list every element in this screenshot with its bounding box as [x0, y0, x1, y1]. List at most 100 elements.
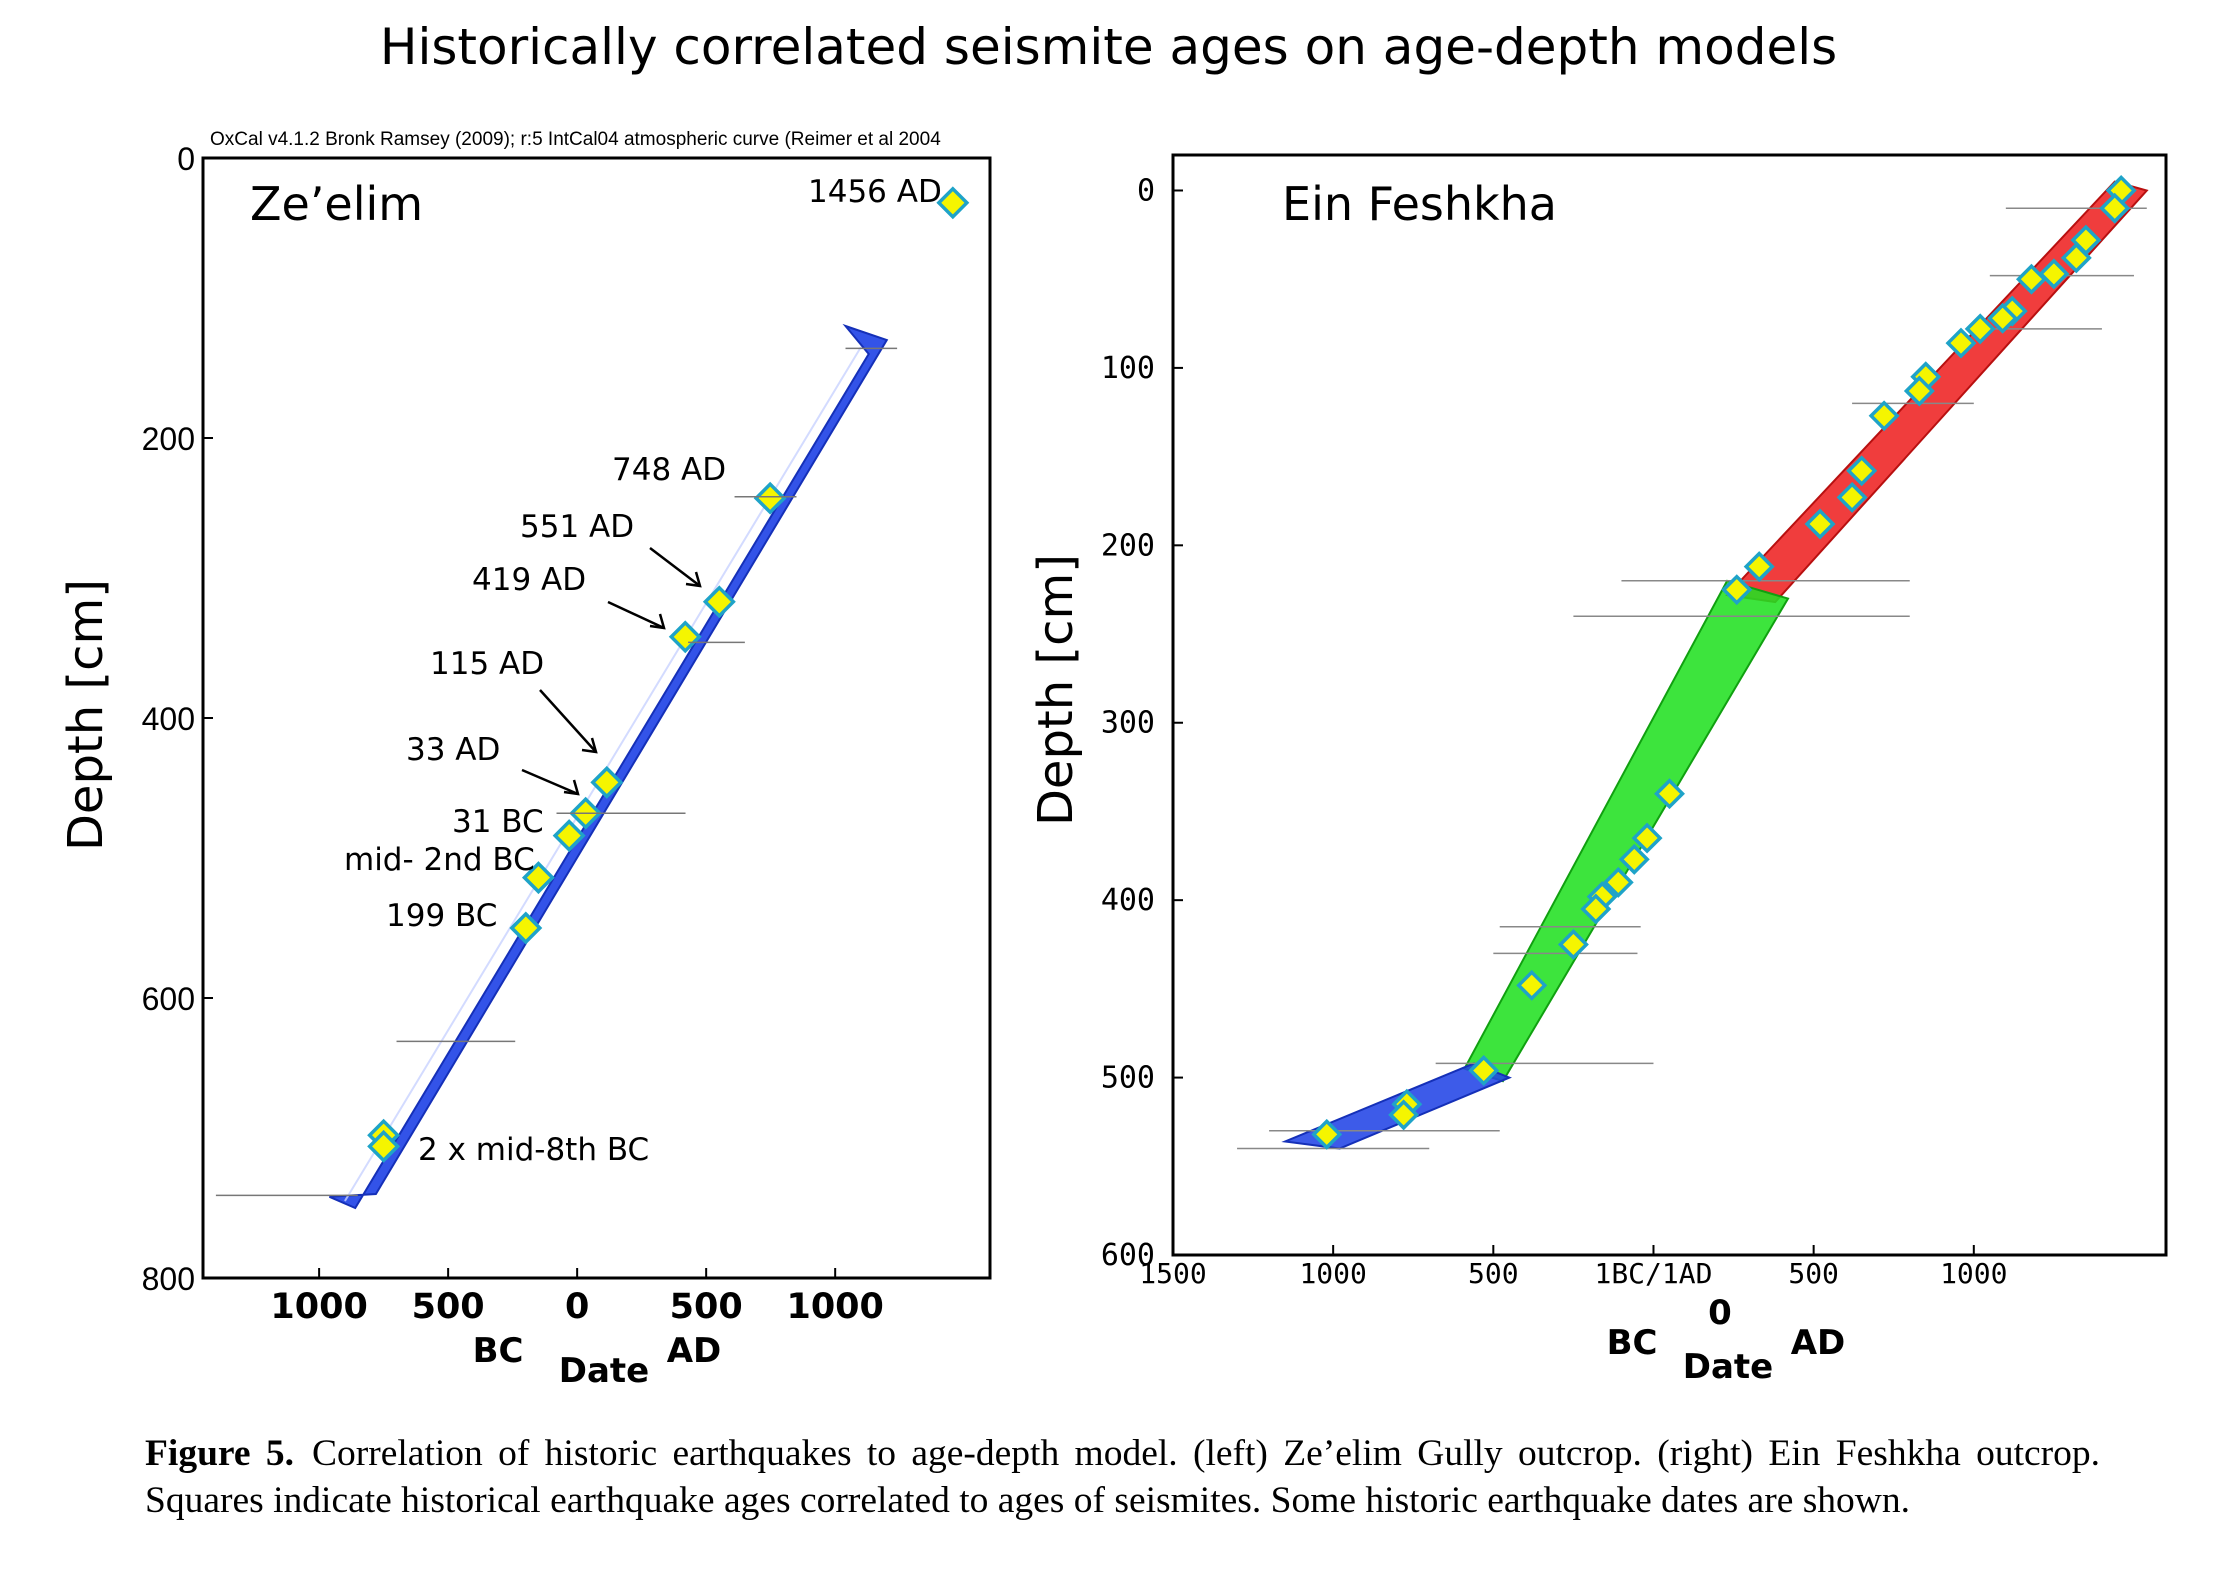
zeelim-x-axis-label: Date [559, 1351, 649, 1391]
ein-feshkha-earthquake-marker [2099, 192, 2131, 224]
zeelim-earthquake-marker [753, 481, 787, 515]
zeelim-marker-label: 33 AD [406, 732, 500, 768]
zeelim-x-tick-label: 0 [565, 1287, 589, 1327]
ein-feshkha-y-tick-label: 0 [1137, 173, 1155, 208]
zeelim-x-tick-label: 1000 [270, 1287, 367, 1327]
ein-feshkha-earthquake-marker [1721, 574, 1753, 606]
ein-feshkha-earthquake-marker [1580, 893, 1612, 925]
ein-feshkha-x-tick-label: 500 [1468, 1257, 1519, 1290]
ein-feshkha-earthquake-marker [1468, 1055, 1500, 1086]
zeelim-y-tick-label: 200 [142, 421, 195, 457]
ein-feshkha-x-tick-label: 1500 [1139, 1257, 1206, 1290]
zeelim-earthquake-marker [702, 585, 736, 619]
ein-feshkha-earthquake-marker [1602, 866, 1634, 898]
zeelim-earthquake-marker [668, 620, 702, 654]
ein-feshkha-earthquake-marker [1631, 822, 1663, 854]
zeelim-marker-label: 748 AD [612, 452, 726, 488]
figure-caption: Figure 5. Correlation of historic earthqu… [145, 1430, 2100, 1524]
zeelim-earthquake-marker [509, 911, 543, 945]
ein-feshkha-x-tick-label: 1BC/1AD [1594, 1257, 1712, 1290]
ein-feshkha-x-label-bc: BC [1607, 1323, 1658, 1363]
zeelim-marker-label: 31 BC [452, 804, 544, 840]
zeelim-x-tick-label: 1000 [786, 1287, 883, 1327]
ein-feshkha-y-tick-label: 400 [1101, 883, 1155, 918]
ein-feshkha-earthquake-marker [1654, 778, 1685, 810]
ein-feshkha-earthquake-marker [1903, 375, 1935, 407]
ein-feshkha-earthquake-marker [1743, 551, 1775, 583]
ein-feshkha-x-label-ad: AD [1791, 1323, 1846, 1363]
ein-feshkha-y-tick-label: 500 [1101, 1061, 1155, 1096]
zeelim-x-label-bc: BC [473, 1331, 524, 1371]
ein-feshkha-earthquake-marker [1836, 481, 1868, 513]
ein-feshkha-x-axis-label: Date [1683, 1347, 1773, 1387]
ein-feshkha-x-tick-label: 1000 [1940, 1257, 2007, 1290]
zeelim-y-tick-label: 800 [142, 1261, 195, 1297]
zeelim-markers [367, 186, 970, 1163]
ein-feshkha-earthquake-marker [1388, 1099, 1420, 1131]
zeelim-x-tick-label: 500 [412, 1287, 485, 1327]
zeelim-y-tick-label: 0 [177, 141, 195, 177]
ein-feshkha-y-tick-label: 200 [1101, 528, 1155, 563]
zeelim-band-fill [329, 323, 889, 1210]
ein-feshkha-earthquake-marker [1618, 843, 1650, 875]
zeelim-annotation-arrow [539, 689, 597, 753]
zeelim-annotation-arrow [521, 768, 579, 796]
zeelim-arrow-head [685, 571, 702, 588]
zeelim-x-label-ad: AD [667, 1331, 722, 1371]
zeelim-axes: 0 200 400 600 800 1000 500 0 500 1000 [142, 141, 884, 1327]
zeelim-y-axis-label: Depth [cm] [58, 579, 114, 851]
zeelim-y-tick-label: 600 [142, 981, 195, 1017]
zeelim-earthquake-marker [936, 186, 970, 220]
ein-feshkha-earthquake-marker [1804, 508, 1836, 540]
zeelim-arrow-head [581, 737, 598, 754]
ein-feshkha-green-band [1463, 579, 1790, 1083]
zeelim-annotation-arrow [649, 547, 701, 587]
ein-feshkha-plot-frame [1171, 153, 2168, 1257]
ein-feshkha-y-tick-label: 100 [1101, 351, 1155, 386]
ein-feshkha-earthquake-marker [1964, 313, 1996, 345]
ein-feshkha-earthquake-marker [2060, 242, 2092, 274]
zeelim-marker-label: 551 AD [520, 509, 634, 545]
zeelim-annotations: 1456 AD 748 AD 551 AD 419 AD 115 AD 33 AD 31 B… [215, 174, 942, 1197]
caption-label: Figure 5. [145, 1433, 294, 1474]
zeelim-panel: OxCal v4.1.2 Bronk Ramsey (2009); r:5 In… [58, 129, 992, 1391]
zeelim-plot-frame [201, 156, 992, 1280]
zeelim-x-tick-label: 500 [670, 1287, 743, 1327]
ein-feshkha-earthquake-marker [1557, 929, 1589, 960]
ein-feshkha-y-tick-label: 300 [1101, 706, 1155, 741]
ein-feshkha-y-axis-label: Depth [cm] [1028, 554, 1084, 826]
zeelim-marker-label: 115 AD [430, 646, 544, 682]
ein-feshkha-x-tick-label: 1000 [1299, 1257, 1366, 1290]
zeelim-marker-label: 2 x mid-8th BC [418, 1132, 649, 1168]
ein-feshkha-earthquake-marker [1516, 969, 1548, 1001]
zeelim-arrow-head [649, 613, 666, 630]
ein-feshkha-markers [1311, 175, 2137, 1150]
ein-feshkha-earthquake-marker [1846, 455, 1878, 487]
zeelim-marker-label: 1456 AD [808, 174, 942, 210]
ein-feshkha-earthquake-marker [1311, 1118, 1343, 1150]
zeelim-marker-label: 199 BC [386, 898, 497, 934]
oxcal-note: OxCal v4.1.2 Bronk Ramsey (2009); r:5 In… [210, 129, 941, 150]
zeelim-annotation-arrow [607, 600, 665, 630]
zeelim-earthquake-marker [552, 819, 586, 853]
caption-text: Correlation of historic earthquakes to a… [145, 1433, 2100, 1521]
zeelim-earthquake-marker [521, 861, 555, 895]
zeelim-earthquake-marker [367, 1129, 401, 1163]
ein-feshkha-age-band [1281, 180, 2149, 1150]
ein-feshkha-earthquake-marker [2015, 263, 2047, 295]
zeelim-y-tick-label: 400 [142, 701, 195, 737]
ein-feshkha-earthquake-marker [1945, 327, 1977, 359]
zeelim-arrow-head [563, 779, 580, 796]
ein-feshkha-panel-label: Ein Feshkha [1282, 177, 1557, 231]
zeelim-panel-label: Ze’elim [250, 177, 423, 231]
zeelim-marker-label: 419 AD [472, 562, 586, 598]
ein-feshkha-earthquake-marker [1987, 302, 2019, 334]
ein-feshkha-x-tick-label: 500 [1788, 1257, 1839, 1290]
ein-feshkha-y-tick-label: 600 [1101, 1238, 1155, 1273]
ein-feshkha-earthquake-marker [2038, 258, 2070, 290]
ein-feshkha-earthquake-marker [1868, 400, 1900, 432]
zeelim-marker-label: mid- 2nd BC [344, 842, 535, 878]
ein-feshkha-x-label-zero: 0 [1708, 1293, 1732, 1333]
